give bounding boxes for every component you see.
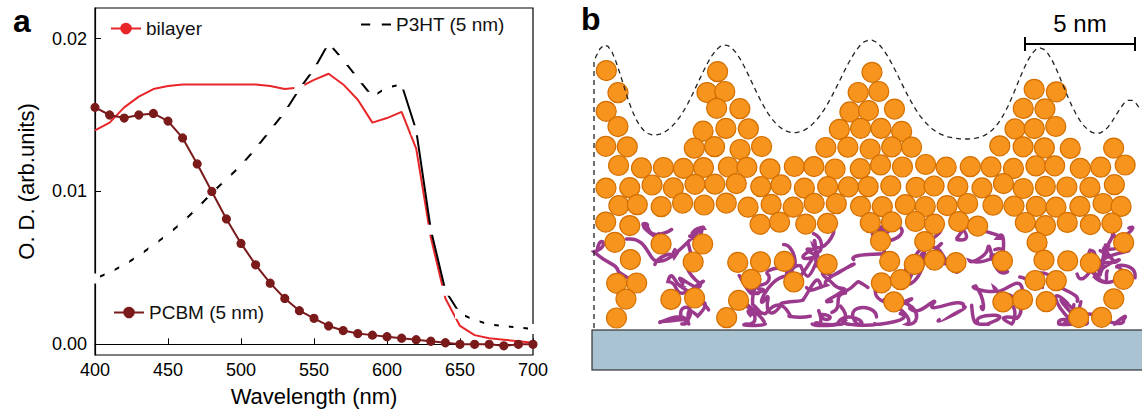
svg-text:550: 550 — [299, 360, 329, 380]
svg-text:b: b — [581, 1, 601, 37]
svg-text:0.00: 0.00 — [52, 334, 87, 354]
svg-text:600: 600 — [372, 360, 402, 380]
svg-text:450: 450 — [153, 360, 183, 380]
svg-text:bilayer: bilayer — [146, 18, 203, 39]
svg-text:700: 700 — [518, 360, 548, 380]
svg-text:a: a — [13, 3, 31, 39]
svg-text:PCBM (5 nm): PCBM (5 nm) — [149, 302, 264, 323]
svg-text:O. D. (arb.units): O. D. (arb.units) — [14, 103, 39, 259]
svg-text:650: 650 — [445, 360, 475, 380]
svg-text:P3HT (5 nm): P3HT (5 nm) — [396, 14, 504, 35]
svg-text:Wavelength (nm): Wavelength (nm) — [231, 384, 398, 409]
svg-text:0.02: 0.02 — [52, 29, 87, 49]
svg-text:500: 500 — [226, 360, 256, 380]
svg-text:5 nm: 5 nm — [1053, 10, 1106, 37]
svg-text:0.01: 0.01 — [52, 181, 87, 201]
svg-text:400: 400 — [80, 360, 110, 380]
